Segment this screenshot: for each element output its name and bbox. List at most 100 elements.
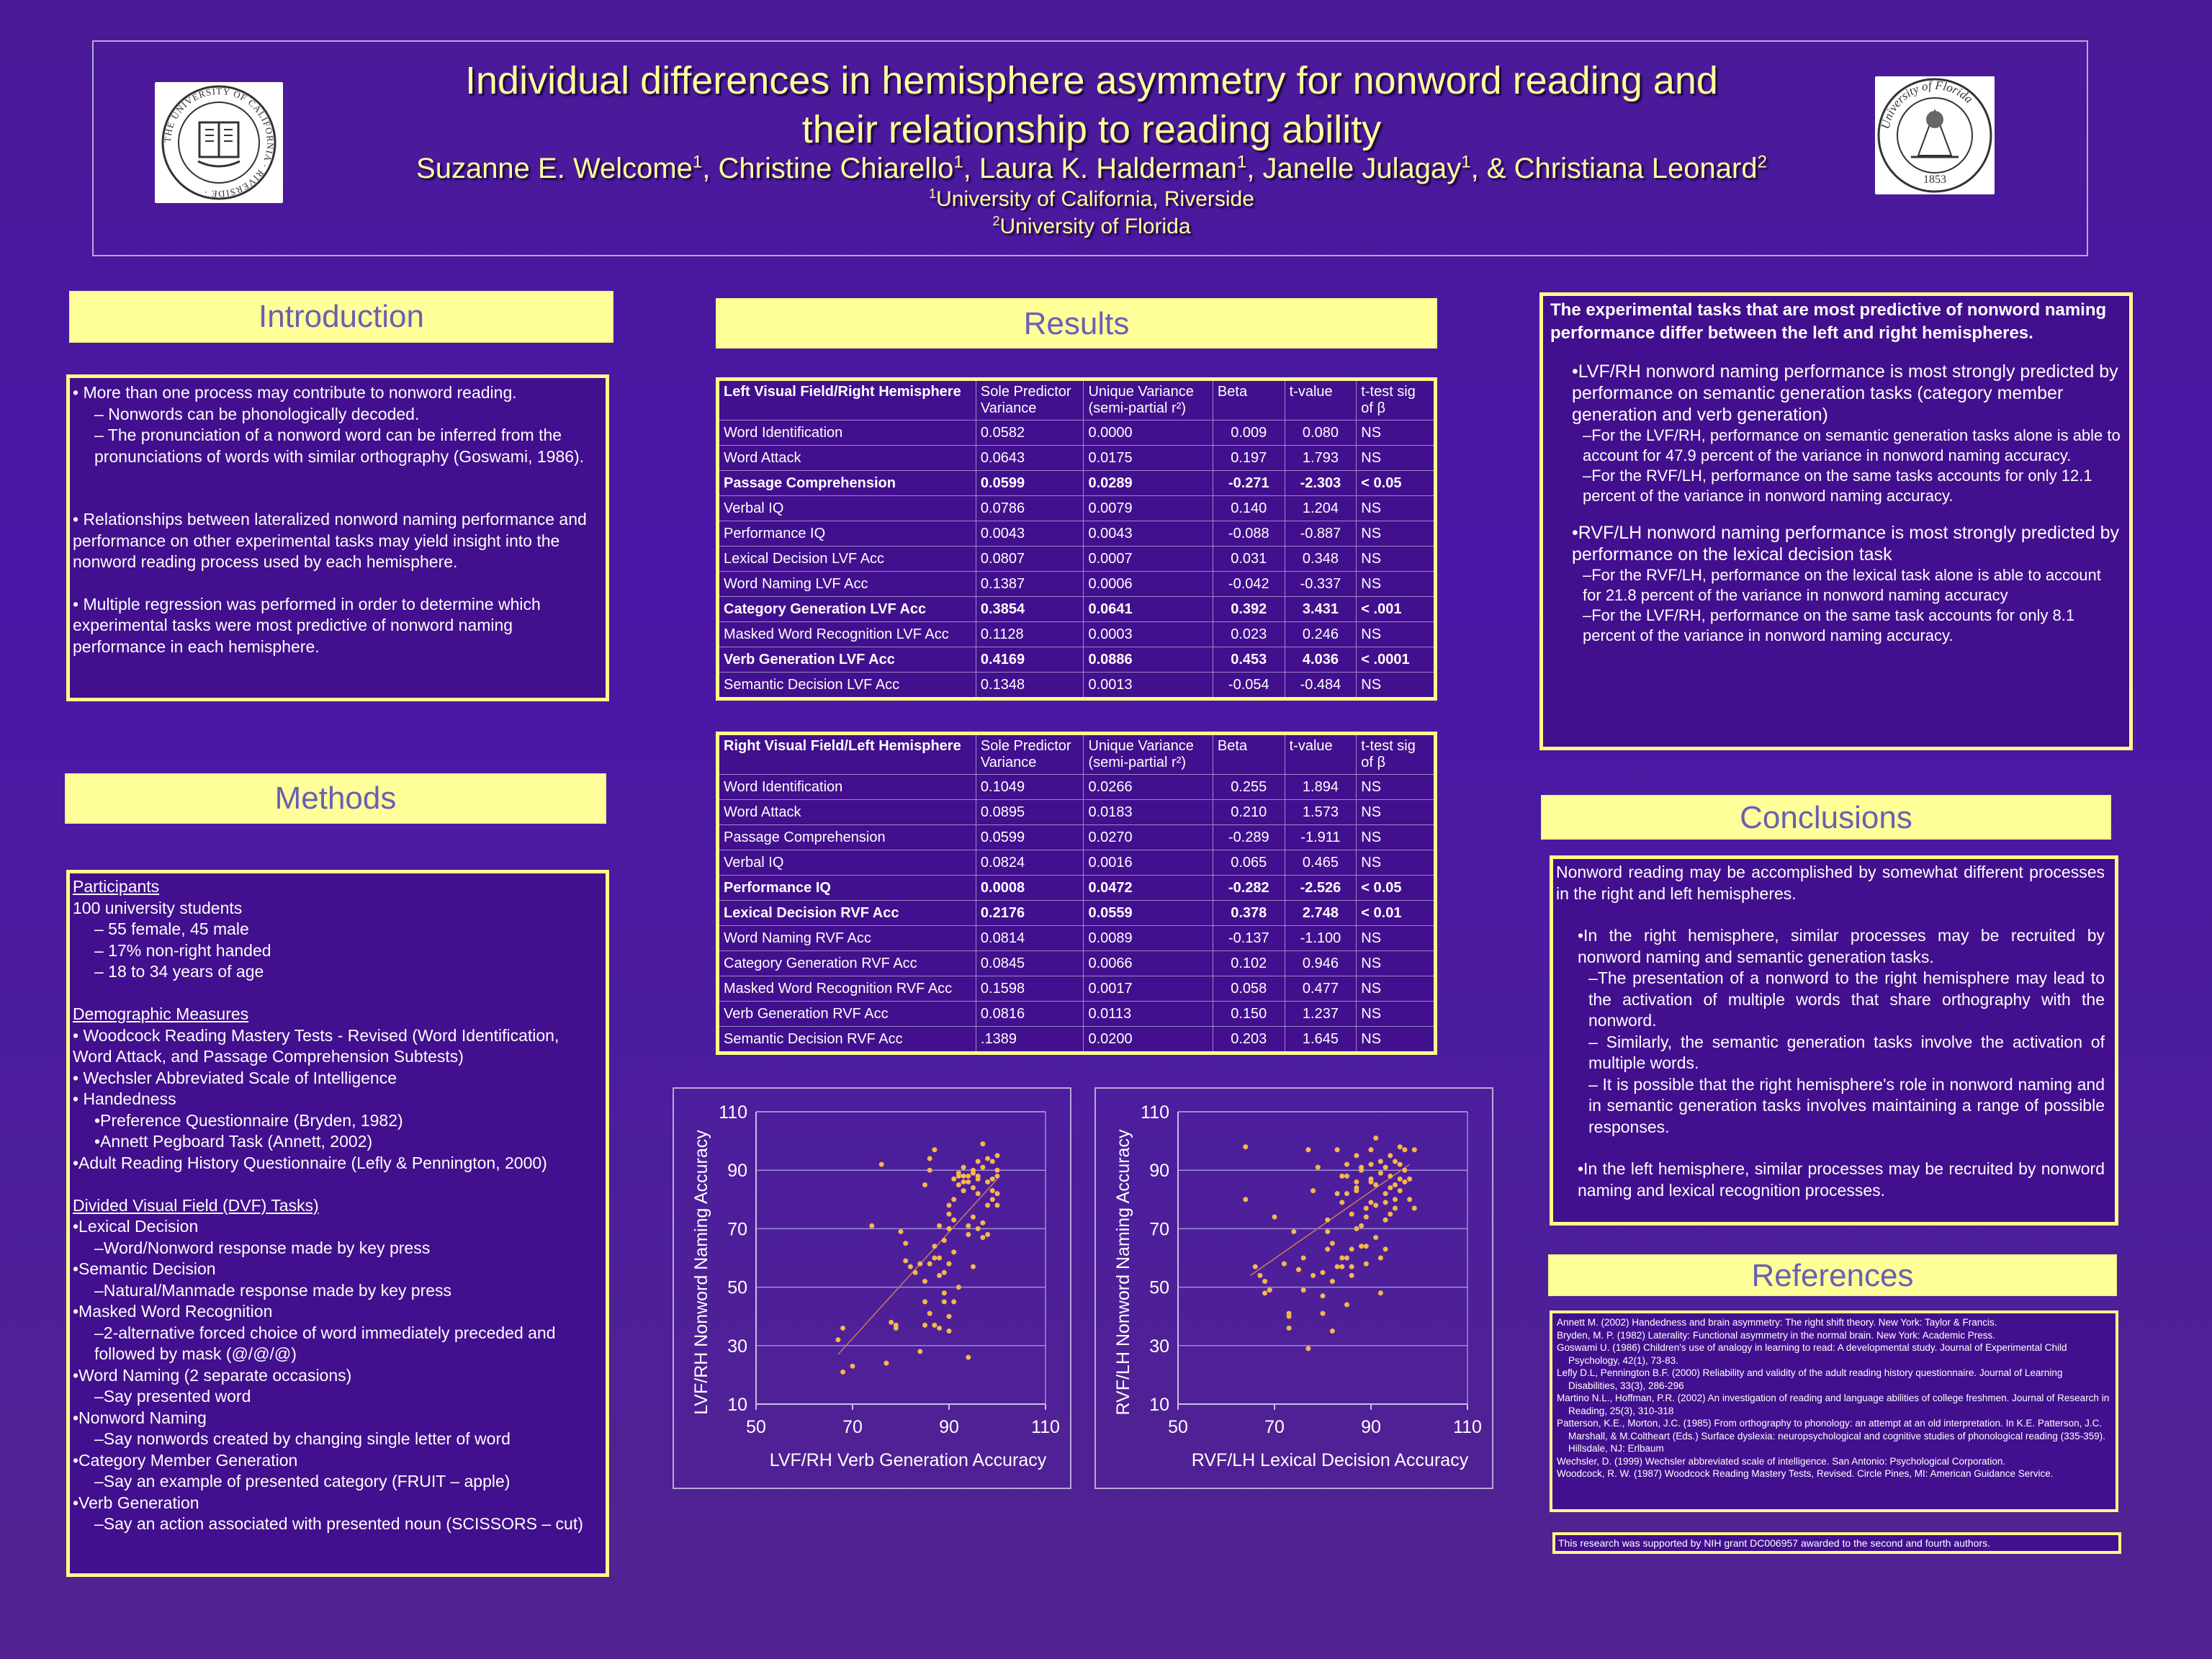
table-cell: 0.0289 [1083, 470, 1213, 496]
data-point [1257, 1272, 1263, 1278]
data-point [1281, 1261, 1287, 1267]
data-point [975, 1191, 981, 1197]
table-cell: 1.204 [1284, 495, 1357, 521]
author-list: Suzanne E. Welcome1, Christine Chiarello… [382, 151, 1802, 240]
table-cell: 0.1128 [975, 621, 1084, 647]
table-row: Semantic Decision LVF Acc 0.1348 0.0013 -0.… [717, 672, 1436, 699]
data-point [1300, 1287, 1306, 1293]
data-point [907, 1264, 913, 1269]
conclusions-bullet-1a: –The presentation of a nonword to the ri… [1588, 968, 2105, 1030]
table-cell: 0.0008 [975, 875, 1084, 901]
data-point [1310, 1272, 1316, 1278]
data-point [1359, 1223, 1364, 1228]
data-point [951, 1299, 957, 1305]
data-point [1363, 1244, 1369, 1249]
data-point [922, 1278, 927, 1284]
data-point [994, 1202, 1000, 1208]
data-point [1325, 1217, 1331, 1223]
data-point [912, 1269, 918, 1275]
table-cell: Masked Word Recognition RVF Acc [717, 976, 976, 1002]
reference-item: Goswami U. (1986) Children's use of anal… [1557, 1342, 2067, 1366]
data-point [994, 1153, 1000, 1159]
table-row: Lexical Decision LVF Acc 0.0807 0.0007 0.03… [717, 546, 1436, 572]
table-cell: 0.465 [1284, 850, 1357, 876]
x-tick-label: 70 [1264, 1417, 1285, 1437]
table-cell: -1.100 [1284, 925, 1357, 951]
table-cell: 1.237 [1284, 1001, 1357, 1027]
data-point [1325, 1246, 1331, 1252]
data-point [951, 1176, 957, 1182]
data-point [1393, 1197, 1398, 1202]
table-row: Masked Word Recognition RVF Acc 0.1598 0.0… [717, 976, 1436, 1002]
table-cell: 0.0643 [975, 445, 1084, 471]
data-point [1267, 1287, 1272, 1293]
table-cell: NS [1356, 824, 1436, 850]
table-row: Lexical Decision RVF Acc 0.2176 0.0559 0.37… [717, 900, 1436, 926]
table-cell: 4.036 [1284, 647, 1357, 673]
table-row: Word Naming LVF Acc 0.1387 0.0006 -0.042 -0.… [717, 571, 1436, 597]
table-cell: NS [1356, 621, 1436, 647]
table-cell: NS [1356, 950, 1436, 976]
data-point [966, 1173, 971, 1179]
data-point [985, 1156, 991, 1161]
data-point [1320, 1269, 1326, 1275]
data-point [941, 1238, 947, 1244]
table-cell: < 0.05 [1356, 470, 1436, 496]
data-point [1344, 1255, 1349, 1261]
table-row: Masked Word Recognition LVF Acc 0.1128 0.0… [717, 621, 1436, 647]
table-cell: 0.203 [1212, 1026, 1285, 1053]
data-point [1329, 1278, 1335, 1284]
author-separator: , & [1470, 153, 1514, 184]
table-cell: 0.246 [1284, 621, 1357, 647]
data-point [1334, 1191, 1340, 1197]
table-cell: NS [1356, 546, 1436, 572]
data-point [1407, 1197, 1413, 1202]
table-cell: Masked Word Recognition LVF Acc [717, 621, 976, 647]
methods-subheading: Divided Visual Field (DVF) Tasks) [73, 1195, 319, 1215]
y-tick-label: 30 [1149, 1336, 1169, 1357]
data-point [1393, 1182, 1398, 1187]
data-point [1349, 1246, 1354, 1252]
table-cell: < 0.01 [1356, 900, 1436, 926]
table-cell: Verb Generation LVF Acc [717, 647, 976, 673]
table-cell: -0.282 [1212, 875, 1285, 901]
data-point [937, 1255, 943, 1261]
data-point [932, 1322, 938, 1328]
table-header-cell: Right Visual Field/Left Hemisphere [717, 733, 976, 775]
data-point [951, 1197, 957, 1202]
methods-item: – 17% non-right handed [94, 940, 271, 960]
table-row: Word Identification 0.0582 0.0000 0.009 0.08… [717, 420, 1436, 446]
table-cell: 0.0066 [1083, 950, 1213, 976]
summary-bullet-1: •LVF/RH nonword naming performance is mo… [1572, 361, 2118, 425]
summary-title: The experimental tasks that are most pre… [1550, 300, 2107, 343]
introduction-heading: Introduction [69, 291, 613, 343]
table-cell: NS [1356, 799, 1436, 825]
table-cell: 0.255 [1212, 774, 1285, 800]
conclusions-heading: Conclusions [1541, 795, 2111, 840]
reference-item: Wechsler, D. (1999) Wechsler abbreviated… [1557, 1455, 2006, 1467]
data-point [1334, 1147, 1340, 1153]
methods-item: – 18 to 34 years of age [94, 962, 264, 981]
data-point [898, 1228, 904, 1234]
data-point [1382, 1164, 1388, 1170]
data-point [975, 1159, 981, 1164]
table-cell: 0.197 [1212, 445, 1285, 471]
author-separator: , [1246, 153, 1263, 184]
references-box: Annett M. (2002) Handedness and brain as… [1550, 1310, 2118, 1512]
data-point [980, 1164, 986, 1170]
table-cell: 0.140 [1212, 495, 1285, 521]
y-tick-label: 110 [719, 1102, 747, 1123]
data-point [1349, 1211, 1354, 1217]
table-row: Passage Comprehension 0.0599 0.0270 -0.289-… [717, 824, 1436, 850]
table-cell: NS [1356, 976, 1436, 1002]
table-cell: -0.088 [1212, 521, 1285, 547]
table-header-cell: t-value [1284, 733, 1357, 775]
data-point [927, 1261, 932, 1267]
table-header-cell: Beta [1212, 379, 1285, 421]
reference-item: Martino N.L., Hoffman, P.R. (2002) An in… [1557, 1393, 2110, 1416]
table-cell: 1.573 [1284, 799, 1357, 825]
data-point [941, 1290, 947, 1296]
methods-item: • Handedness [73, 1089, 176, 1108]
table-cell: 0.0007 [1083, 546, 1213, 572]
data-point [1320, 1310, 1326, 1316]
